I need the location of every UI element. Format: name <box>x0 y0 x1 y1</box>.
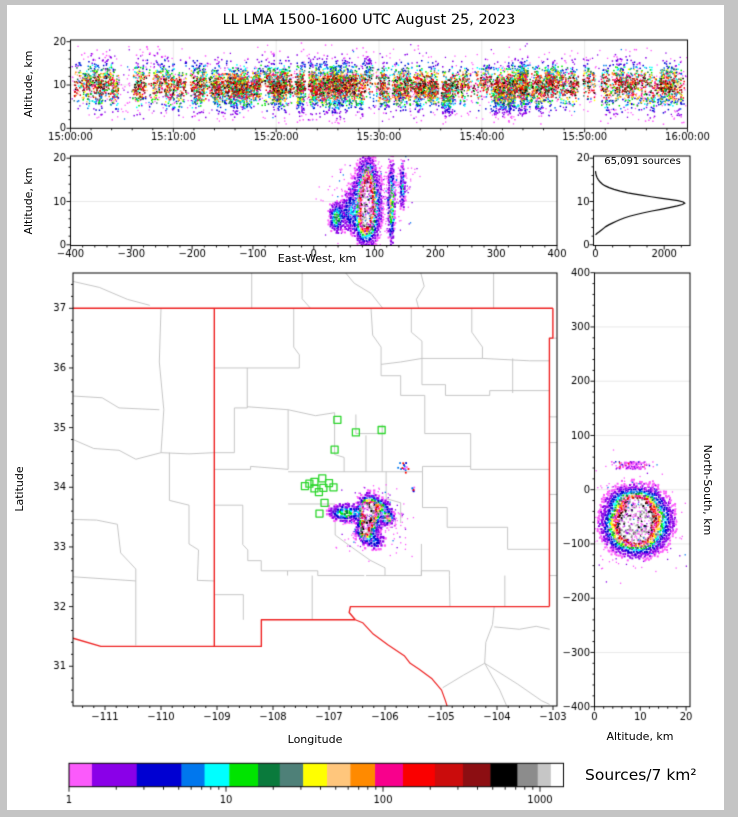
colorbar-label: Sources/7 km² <box>585 766 697 784</box>
time-height-y-axis-label: Altitude, km <box>22 50 35 118</box>
ns-height-y-axis-label: North-South, km <box>701 444 714 536</box>
ew-height-y-axis-label: Altitude, km <box>22 167 35 235</box>
ew-altitude-panel <box>70 156 557 246</box>
ns-height-x-axis-label: Altitude, km <box>606 730 674 743</box>
altitude-histogram-panel <box>593 156 690 246</box>
time-height-panel <box>70 40 688 129</box>
ew-height-x-axis-label: East-West, km <box>277 252 357 265</box>
source-count-annotation: 65,091 sources <box>604 156 681 167</box>
colorbar <box>69 763 564 803</box>
figure-title: LL LMA 1500-1600 UTC August 25, 2023 <box>222 12 516 28</box>
map-panel <box>73 273 557 706</box>
map-y-axis-label: Latitude <box>13 466 26 512</box>
north-south-altitude-panel <box>594 273 690 707</box>
map-x-axis-label: Longitude <box>287 733 343 746</box>
